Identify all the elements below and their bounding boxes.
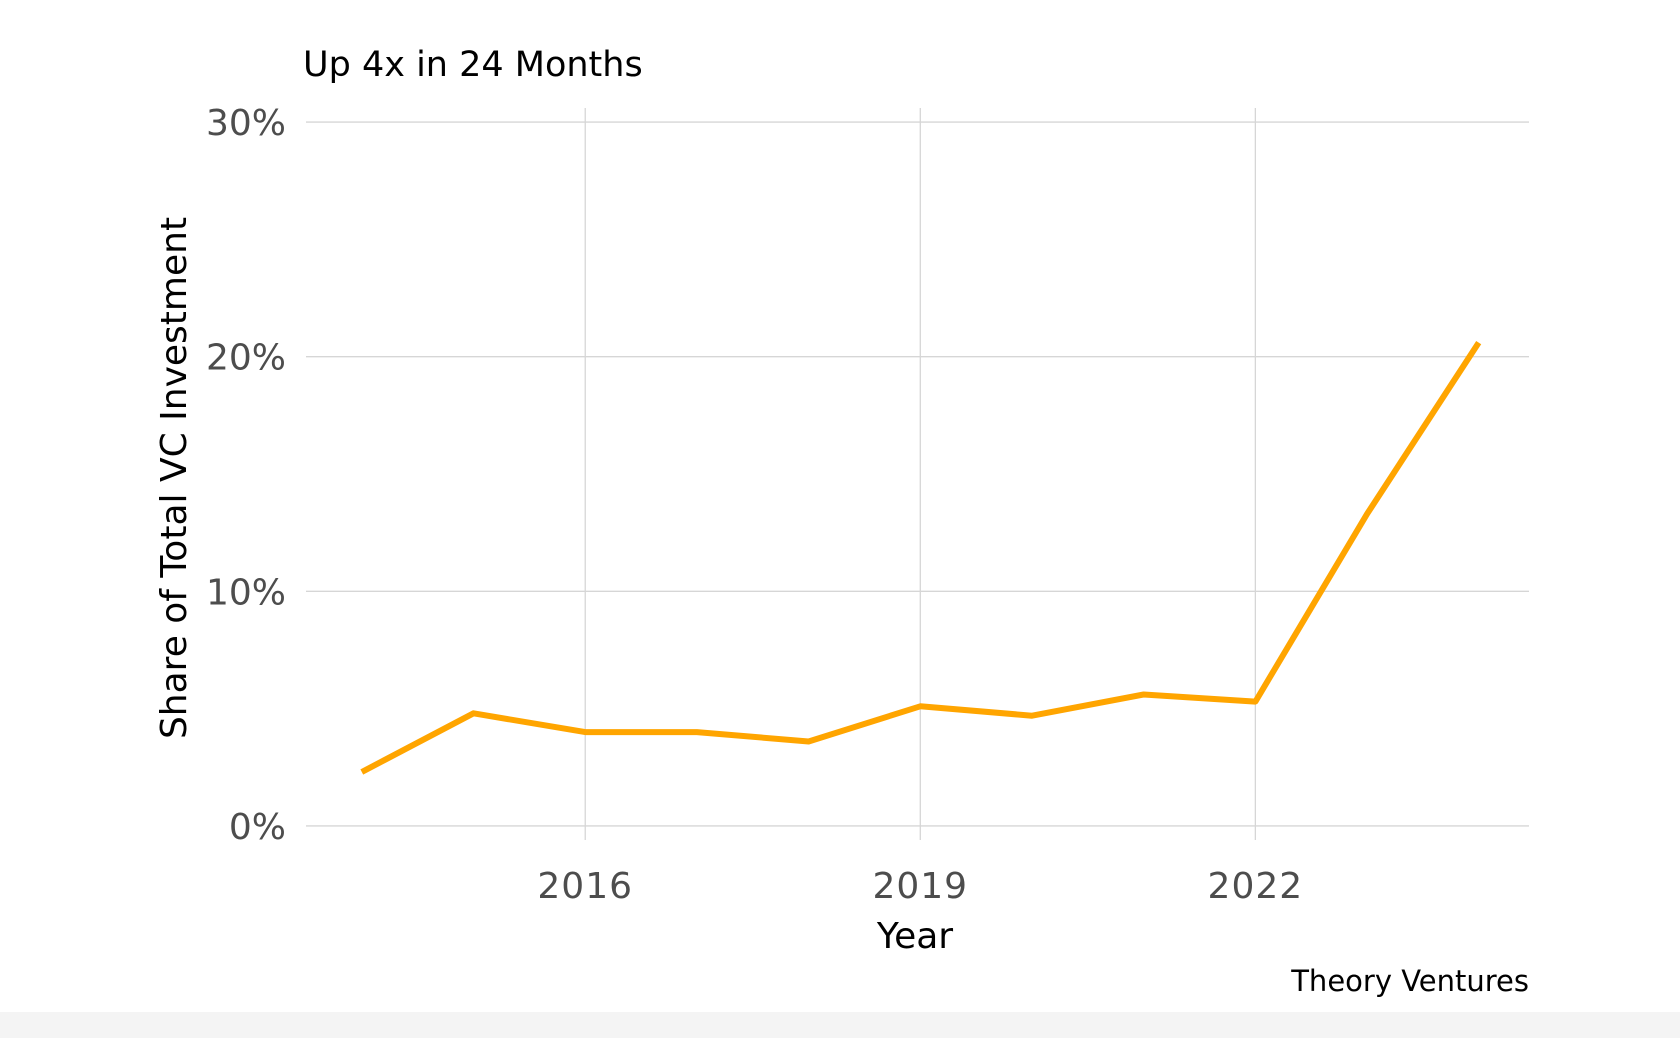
x-tick-label-0: 2016 (537, 866, 633, 907)
chart-subtitle: Up 4x in 24 Months (303, 45, 643, 85)
y-axis-title: Share of Total VC Investment (154, 217, 195, 739)
y-tick-label-1: 10% (206, 572, 286, 613)
x-axis-tick-labels: 2016 2019 2022 (537, 866, 1304, 907)
x-gridlines (584, 108, 1257, 840)
bottom-band (0, 1012, 1680, 1038)
series-line-0 (360, 340, 1482, 775)
y-tick-label-3: 30% (206, 103, 286, 144)
x-tick-label-2: 2022 (1208, 866, 1304, 907)
y-axis-tick-labels: 0% 10% 20% 30% (206, 103, 286, 848)
chart-caption: Theory Ventures (1290, 964, 1529, 998)
x-tick-label-1: 2019 (872, 866, 968, 907)
series-layer (360, 340, 1482, 775)
y-tick-label-2: 20% (206, 338, 286, 379)
y-tick-label-0: 0% (229, 807, 286, 848)
y-gridlines (306, 121, 1529, 827)
x-axis-title: Year (876, 916, 953, 957)
